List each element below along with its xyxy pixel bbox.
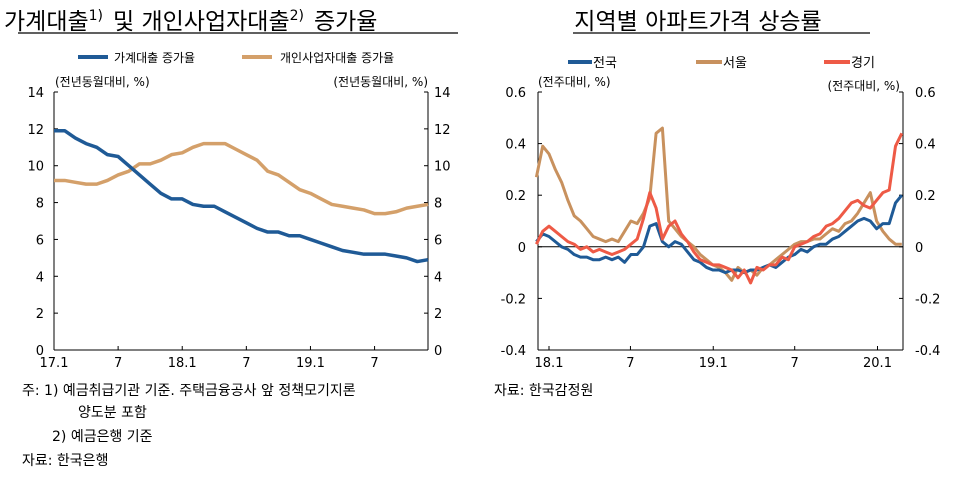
x-tick-label: 7: [791, 356, 799, 371]
y-tick-label-right: 8: [434, 197, 442, 212]
y-tick-label: 4: [36, 270, 44, 285]
right-ylabel-right: (전주대비, %): [827, 79, 900, 93]
note-2: 2) 예금은행 기준: [52, 429, 153, 445]
y-tick-label-right: 0: [434, 344, 442, 359]
legend-label-business: 개인사업자대출 증가율: [280, 51, 394, 65]
x-tick-label: 19.1: [699, 356, 728, 371]
y-tick-label-right: 0: [915, 241, 923, 256]
y-tick-label-right: 2: [434, 307, 442, 322]
series-line-seoul: [534, 126, 902, 282]
legend-label-seoul: 서울: [723, 56, 747, 71]
legend-label-national: 전국: [593, 56, 617, 71]
y-tick-label: 10: [27, 160, 44, 175]
x-tick-label: 7: [626, 356, 634, 371]
x-tick-label: 18.1: [168, 356, 197, 371]
series-line-business: [54, 141, 429, 216]
x-tick-label: 7: [242, 356, 250, 371]
series-line-gyeonggi: [535, 132, 904, 285]
x-tick-label: 17.1: [40, 356, 69, 371]
y-tick-label: 14: [27, 86, 44, 101]
note-1-cont: 양도분 포함: [78, 405, 147, 421]
y-tick-label-right: 10: [434, 160, 451, 175]
right-chart-title: 지역별 아파트가격 상승률: [574, 9, 821, 35]
x-tick-label: 20.1: [863, 356, 892, 371]
source-left: 자료: 한국은행: [22, 453, 109, 469]
y-tick-label-right: 6: [434, 233, 442, 248]
y-tick-label: 0: [518, 241, 526, 256]
y-tick-label: 0: [36, 344, 44, 359]
left-ylabel-right: (전년동월대비, %): [333, 75, 428, 89]
y-tick-label-right: 0.2: [915, 189, 936, 204]
y-tick-label-right: 0.6: [915, 86, 936, 101]
series-line-national: [535, 194, 903, 275]
y-tick-label: 6: [36, 233, 44, 248]
left-chart-title: 가계대출1) 및 개인사업자대출2) 증가율: [4, 8, 377, 35]
y-tick-label: -0.4: [501, 344, 526, 359]
source-right: 자료: 한국감정원: [494, 383, 594, 399]
y-tick-label: 2: [36, 307, 44, 322]
x-tick-label: 19.1: [296, 356, 325, 371]
y-tick-label-right: 4: [434, 270, 442, 285]
y-tick-label: 0.2: [505, 189, 526, 204]
y-tick-label-right: 14: [434, 86, 451, 101]
note-1: 주: 1) 예금취급기관 기준. 주택금융공사 앞 정책모기지론: [22, 383, 356, 399]
legend-label-gyeonggi: 경기: [851, 56, 875, 71]
x-tick-label: 18.1: [535, 356, 564, 371]
y-tick-label-right: -0.2: [915, 292, 940, 307]
y-tick-label-right: -0.4: [915, 344, 940, 359]
y-tick-label-right: 12: [434, 123, 451, 138]
y-tick-label: 0.6: [505, 86, 526, 101]
x-tick-label: 7: [114, 356, 122, 371]
y-tick-label-right: 0.4: [915, 138, 936, 153]
y-tick-label: 12: [27, 123, 44, 138]
y-tick-label: 0.4: [505, 138, 526, 153]
left-ylabel-left: (전년동월대비, %): [55, 75, 150, 89]
y-tick-label: -0.2: [501, 292, 526, 307]
legend-label-household: 가계대출 증가율: [114, 51, 195, 65]
right-ylabel-left: (전주대비, %): [538, 75, 611, 89]
y-tick-label: 8: [36, 197, 44, 212]
x-tick-label: 7: [370, 356, 378, 371]
series-line-household: [54, 128, 429, 264]
